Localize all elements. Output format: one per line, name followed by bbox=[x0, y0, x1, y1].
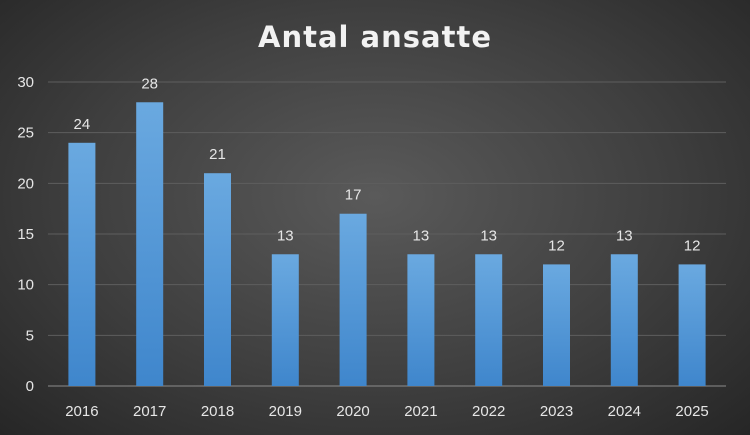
x-tick-label-2021: 2021 bbox=[404, 403, 437, 420]
bar-2017 bbox=[136, 102, 164, 387]
bar-2016 bbox=[68, 142, 96, 386]
data-label-2016: 24 bbox=[74, 116, 91, 133]
x-tick-label-2022: 2022 bbox=[472, 403, 505, 420]
chart-title: Antal ansatte bbox=[258, 20, 492, 54]
y-tick-label: 20 bbox=[17, 175, 34, 192]
bar-2024 bbox=[610, 254, 638, 386]
data-label-2025: 12 bbox=[684, 237, 701, 254]
data-label-2018: 21 bbox=[209, 146, 226, 163]
bar-2020 bbox=[339, 213, 367, 386]
bars: 24 28 21 13 17 13 13 12 13 12 bbox=[68, 75, 706, 387]
data-label-2022: 13 bbox=[480, 227, 497, 244]
x-tick-label-2020: 2020 bbox=[336, 403, 369, 420]
y-tick-label: 5 bbox=[26, 327, 34, 344]
bar-2019 bbox=[271, 254, 299, 386]
data-label-2020: 17 bbox=[345, 187, 362, 204]
x-tick-label-2019: 2019 bbox=[269, 403, 302, 420]
bar-2022 bbox=[475, 254, 503, 386]
x-axis: 2016 2017 2018 2019 2020 2021 2022 2023 2024 2025 bbox=[65, 403, 709, 420]
y-tick-label: 25 bbox=[17, 125, 34, 142]
bar-2018 bbox=[204, 173, 231, 386]
data-label-2021: 13 bbox=[413, 227, 430, 244]
x-tick-label-2024: 2024 bbox=[608, 403, 641, 420]
x-tick-label-2025: 2025 bbox=[675, 403, 708, 420]
data-label-2019: 13 bbox=[277, 227, 294, 244]
data-label-2024: 13 bbox=[616, 227, 633, 244]
x-tick-label-2016: 2016 bbox=[65, 403, 98, 420]
data-label-2017: 28 bbox=[141, 75, 158, 92]
y-axis: 0 5 10 15 20 25 30 bbox=[17, 74, 34, 395]
y-tick-label: 15 bbox=[17, 226, 34, 243]
bar-2023 bbox=[543, 264, 570, 386]
x-tick-label-2023: 2023 bbox=[540, 403, 573, 420]
y-tick-label: 30 bbox=[17, 74, 34, 91]
x-tick-label-2017: 2017 bbox=[133, 403, 166, 420]
y-tick-label: 0 bbox=[26, 378, 34, 395]
y-tick-label: 10 bbox=[17, 277, 34, 294]
bar-2021 bbox=[407, 254, 435, 386]
bar-2025 bbox=[678, 264, 706, 386]
x-tick-label-2018: 2018 bbox=[201, 403, 234, 420]
data-label-2023: 12 bbox=[548, 237, 565, 254]
